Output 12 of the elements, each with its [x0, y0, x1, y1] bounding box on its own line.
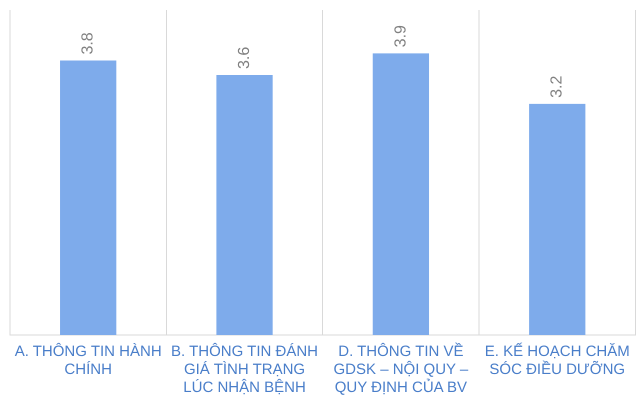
data-label: 3.2 — [548, 76, 566, 98]
bar — [529, 104, 586, 335]
x-tick-label: B. THÔNG TIN ĐÁNH GIÁ TÌNH TRẠNG LÚC NHẬN BỆNH — [171, 342, 318, 396]
x-tick-label: A. THÔNG TIN HÀNH CHÍNH — [14, 342, 162, 378]
bar — [216, 75, 273, 335]
data-label: 3.9 — [392, 24, 410, 48]
data-label: 3.8 — [80, 32, 97, 55]
x-tick-label: D. THÔNG TIN VỀ GDSK – NỘI QUY – QUY ĐỊNH CỦA BV — [334, 342, 469, 396]
x-tick-label: E. KẾ HOẠCH CHĂM SÓC ĐIỀU DƯỠNG — [484, 342, 630, 378]
bar — [60, 60, 116, 335]
bar — [372, 53, 430, 335]
data-label: 3.6 — [236, 46, 253, 69]
